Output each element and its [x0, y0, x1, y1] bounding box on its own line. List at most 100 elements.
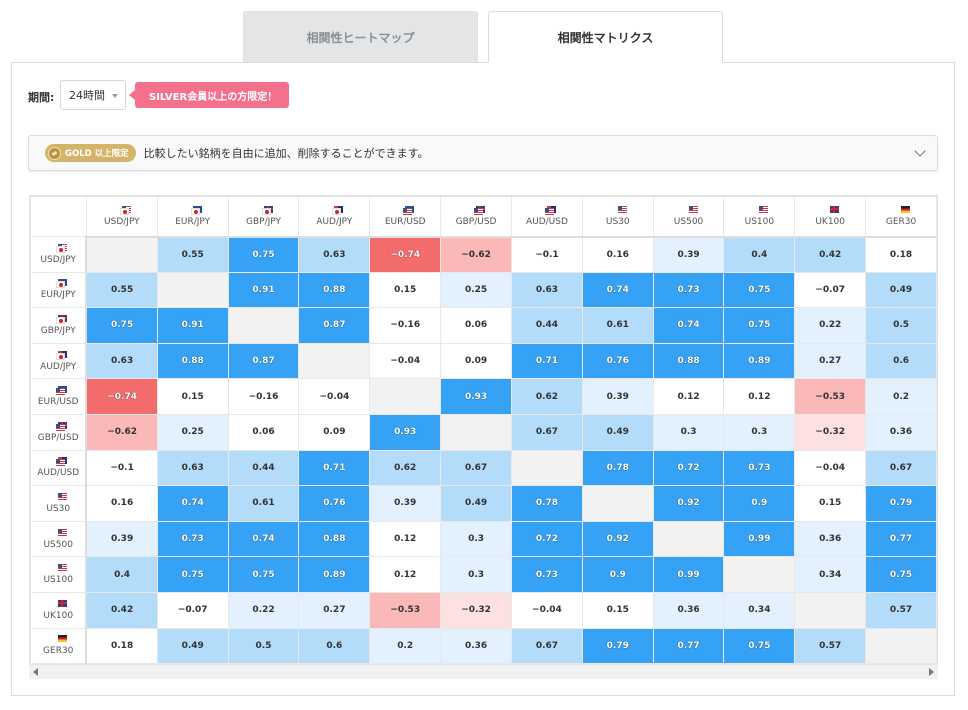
correlation-value: 0.73	[535, 569, 559, 580]
column-header-label: GER30	[885, 216, 917, 227]
row-header[interactable]: AUD/JPY	[30, 342, 88, 380]
column-header[interactable]: AUD/USD	[511, 196, 583, 238]
row-header[interactable]: US30	[30, 485, 88, 522]
correlation-value: 0.62	[535, 391, 559, 402]
column-header[interactable]: AUD/JPY	[298, 196, 371, 238]
correlation-value: −0.53	[815, 391, 846, 402]
correlation-value: 0.42	[819, 249, 842, 260]
column-header[interactable]: GBP/JPY	[227, 196, 300, 238]
correlation-cell: 0.4	[85, 556, 158, 593]
column-header[interactable]: GER30	[865, 196, 937, 238]
correlation-cell: 0.91	[227, 271, 300, 309]
correlation-cell: 0.67	[440, 449, 512, 487]
correlation-value: 0.06	[252, 427, 275, 438]
correlation-value: −0.04	[532, 605, 562, 616]
row-header[interactable]: GER30	[30, 627, 88, 665]
correlation-matrix: USD/JPY EUR/JPY GBP/JPY AUD/JPY EUR/USD GBP/U…	[29, 195, 938, 679]
correlation-value: 0.12	[394, 569, 417, 580]
correlation-value: 0.79	[889, 498, 913, 509]
correlation-cell: 0.75	[227, 236, 300, 273]
correlation-value: −0.04	[319, 391, 350, 402]
row-header[interactable]: EUR/USD	[30, 378, 88, 415]
flag-icon	[50, 421, 68, 431]
period-select[interactable]: 24時間	[60, 80, 126, 110]
correlation-value: 0.74	[677, 320, 700, 331]
row-header[interactable]: USD/JPY	[30, 236, 88, 273]
flag-de-icon	[58, 635, 68, 643]
correlation-value: 0.09	[323, 427, 346, 438]
matrix-diagonal-cell	[156, 271, 229, 309]
row-header[interactable]: GBP/USD	[30, 413, 88, 451]
row-header-label: EUR/USD	[37, 397, 79, 408]
column-header[interactable]: UK100	[794, 196, 867, 238]
correlation-cell: 0.49	[440, 485, 512, 522]
correlation-value: 0.15	[394, 284, 417, 295]
row-header-label: US30	[46, 503, 71, 514]
column-header[interactable]: GBP/USD	[440, 196, 512, 238]
correlation-cell: 0.88	[156, 342, 229, 380]
correlation-value: 0.87	[323, 320, 346, 331]
correlation-cell: 0.12	[652, 378, 725, 415]
column-header[interactable]: US100	[723, 196, 796, 238]
correlation-value: 0.72	[535, 534, 559, 545]
correlation-cell: 0.73	[156, 520, 229, 558]
column-header[interactable]: US30	[581, 196, 654, 238]
row-header-label: UK100	[43, 610, 74, 621]
flag-us-icon	[56, 388, 66, 396]
correlation-cell: 0.2	[865, 378, 937, 415]
correlation-value: 0.49	[181, 640, 204, 651]
matrix-diagonal-cell	[298, 342, 371, 380]
scroll-left-icon[interactable]	[33, 668, 38, 676]
correlation-cell: 0.63	[298, 236, 371, 273]
matrix-row: US30 0.16 0.74 0.61 0.76 0.39 0.49 0.78 0.92 0.9 0…	[30, 485, 937, 522]
correlation-cell: 0.6	[865, 342, 937, 380]
column-header[interactable]: EUR/JPY	[156, 196, 229, 238]
silver-member-badge: SILVER会員以上の方限定！	[128, 82, 290, 108]
correlation-cell: 0.22	[227, 591, 300, 629]
chevron-down-icon[interactable]	[914, 145, 926, 157]
correlation-cell: −0.62	[85, 413, 158, 451]
row-header[interactable]: UK100	[30, 591, 88, 629]
correlation-cell: 0.57	[865, 591, 937, 629]
horizontal-scrollbar[interactable]	[29, 664, 938, 679]
tab-correlation-matrix[interactable]: 相関性マトリクス	[488, 11, 723, 63]
correlation-cell: 0.3	[440, 556, 512, 593]
period-value: 24時間	[69, 89, 105, 102]
correlation-value: 0.16	[606, 249, 629, 260]
correlation-cell: 0.18	[85, 627, 158, 665]
flag-icon	[185, 205, 202, 215]
gold-feature-bar[interactable]: GOLD 以上限定 比較したい銘柄を自由に追加、削除することができます。	[28, 135, 938, 171]
flag-icon	[54, 492, 68, 502]
correlation-value: 0.74	[606, 284, 629, 295]
flag-us-icon	[544, 207, 554, 215]
correlation-value: 0.92	[606, 534, 629, 545]
row-header[interactable]: EUR/JPY	[30, 271, 88, 309]
row-header[interactable]: US500	[30, 520, 88, 558]
correlation-value: 0.15	[819, 498, 842, 509]
correlation-value: 0.22	[819, 320, 842, 331]
correlation-cell: −0.32	[440, 591, 512, 629]
correlation-value: 0.67	[535, 640, 559, 651]
row-header[interactable]: GBP/JPY	[30, 307, 88, 344]
column-header[interactable]: USD/JPY	[85, 196, 158, 238]
flag-us-icon	[58, 564, 68, 572]
correlation-value: 0.62	[394, 462, 417, 473]
row-header[interactable]: US100	[30, 556, 88, 593]
correlation-value: −0.16	[248, 391, 279, 402]
column-header-label: UK100	[815, 216, 845, 227]
matrix-diagonal-cell	[581, 485, 654, 522]
column-header[interactable]: US500	[652, 196, 725, 238]
correlation-cell: 0.76	[298, 485, 371, 522]
column-header[interactable]: EUR/USD	[369, 196, 442, 238]
correlation-value: 0.89	[748, 356, 771, 367]
correlation-cell: 0.75	[723, 307, 796, 344]
correlation-value: 0.93	[394, 427, 417, 438]
correlation-value: 0.3	[680, 427, 697, 438]
flag-us-icon	[58, 528, 68, 536]
scroll-right-icon[interactable]	[929, 668, 934, 676]
row-header[interactable]: AUD/USD	[30, 449, 88, 487]
tab-correlation-heatmap[interactable]: 相関性ヒートマップ	[243, 11, 478, 63]
correlation-value: 0.36	[677, 605, 700, 616]
correlation-value: 0.36	[889, 427, 913, 438]
correlation-value: 0.39	[111, 534, 134, 545]
